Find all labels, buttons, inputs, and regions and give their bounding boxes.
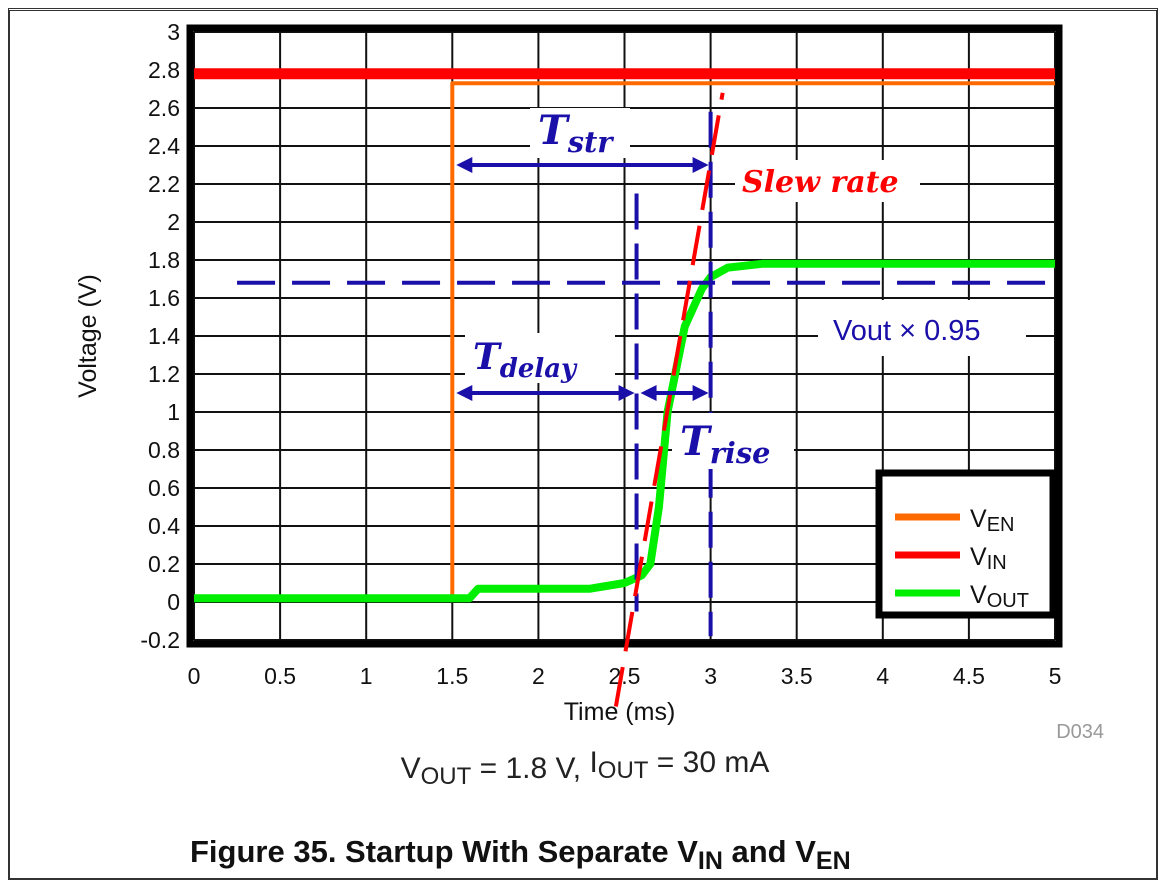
y-tick-label: 0.4: [148, 513, 180, 539]
legend-label-out: VOUT: [970, 581, 1029, 612]
y-tick-label: 2.4: [148, 133, 180, 159]
legend: VEN VIN VOUT: [875, 469, 1057, 619]
tstr-arrow-head-right: [692, 157, 709, 173]
x-tick-label: 4: [876, 663, 889, 689]
figure-caption: Figure 35. Startup With Separate VIN and…: [190, 834, 851, 875]
y-tick-label: 2.6: [148, 95, 180, 121]
y-tick-label: 2.8: [148, 57, 180, 83]
vout95-label: Vout × 0.95: [833, 315, 981, 347]
x-tick-label: 0.5: [264, 663, 296, 689]
y-tick-label: -0.2: [140, 627, 180, 653]
trise-arrow-head-left: [640, 385, 657, 401]
legend-label-en: VEN: [970, 505, 1014, 536]
x-tick-label: 1.5: [436, 663, 468, 689]
vout95-label-bg: [818, 300, 1026, 356]
x-tick-label: 3: [704, 663, 717, 689]
y-tick-label: 2.2: [148, 171, 180, 197]
y-tick-label: 2: [167, 209, 180, 235]
x-tick-label: 5: [1049, 663, 1062, 689]
y-tick-label: 1: [167, 399, 180, 425]
tstr-arrow-head-left: [456, 157, 473, 173]
tdelay-arrow-head-left: [456, 385, 473, 401]
slew-rate-dashed-line: [613, 92, 725, 707]
slew-rate-label: Slew rate: [742, 165, 899, 200]
x-tick-label: 0: [188, 663, 201, 689]
plot-border: [186, 24, 1063, 648]
tdelay-arrow-head-right: [618, 385, 635, 401]
tdelay-label: Tdelay: [473, 336, 578, 384]
x-tick-label: 2.5: [609, 663, 641, 689]
tdelay-label-bg: [465, 333, 615, 383]
figure-frame: [8, 8, 1158, 880]
y-axis-label: Voltage (V): [74, 274, 102, 398]
x-tick-label: 2: [532, 663, 545, 689]
trise-label: Trise: [680, 418, 770, 470]
tstr-label-bg: [530, 108, 630, 158]
y-tick-label: 1.6: [148, 285, 180, 311]
y-tick-label: 1.4: [148, 323, 180, 349]
x-tick-label: 4.5: [953, 663, 985, 689]
slew-label-bg: [735, 160, 920, 202]
trise-arrow-head-right: [692, 385, 709, 401]
test-condition-caption: VOUT = 1.8 V, IOUT = 30 mA: [401, 746, 770, 790]
y-tick-label: 0.2: [148, 551, 180, 577]
y-tick-label: 0.8: [148, 437, 180, 463]
y-tick-label: 1.8: [148, 247, 180, 273]
y-tick-label: 1.2: [148, 361, 180, 387]
y-tick-label: 0.6: [148, 475, 180, 501]
y-tick-label: 3: [167, 19, 180, 45]
x-tick-label: 1: [360, 663, 373, 689]
x-tick-label: 3.5: [781, 663, 813, 689]
watermark-code: D034: [1056, 721, 1104, 743]
tstr-label: Tstr: [538, 107, 614, 159]
legend-label-in: VIN: [970, 543, 1007, 574]
trise-label-bg: [672, 413, 794, 469]
x-axis-label: Time (ms): [564, 698, 676, 726]
y-tick-label: 0: [167, 589, 180, 615]
series-line-out: [194, 259, 1055, 603]
